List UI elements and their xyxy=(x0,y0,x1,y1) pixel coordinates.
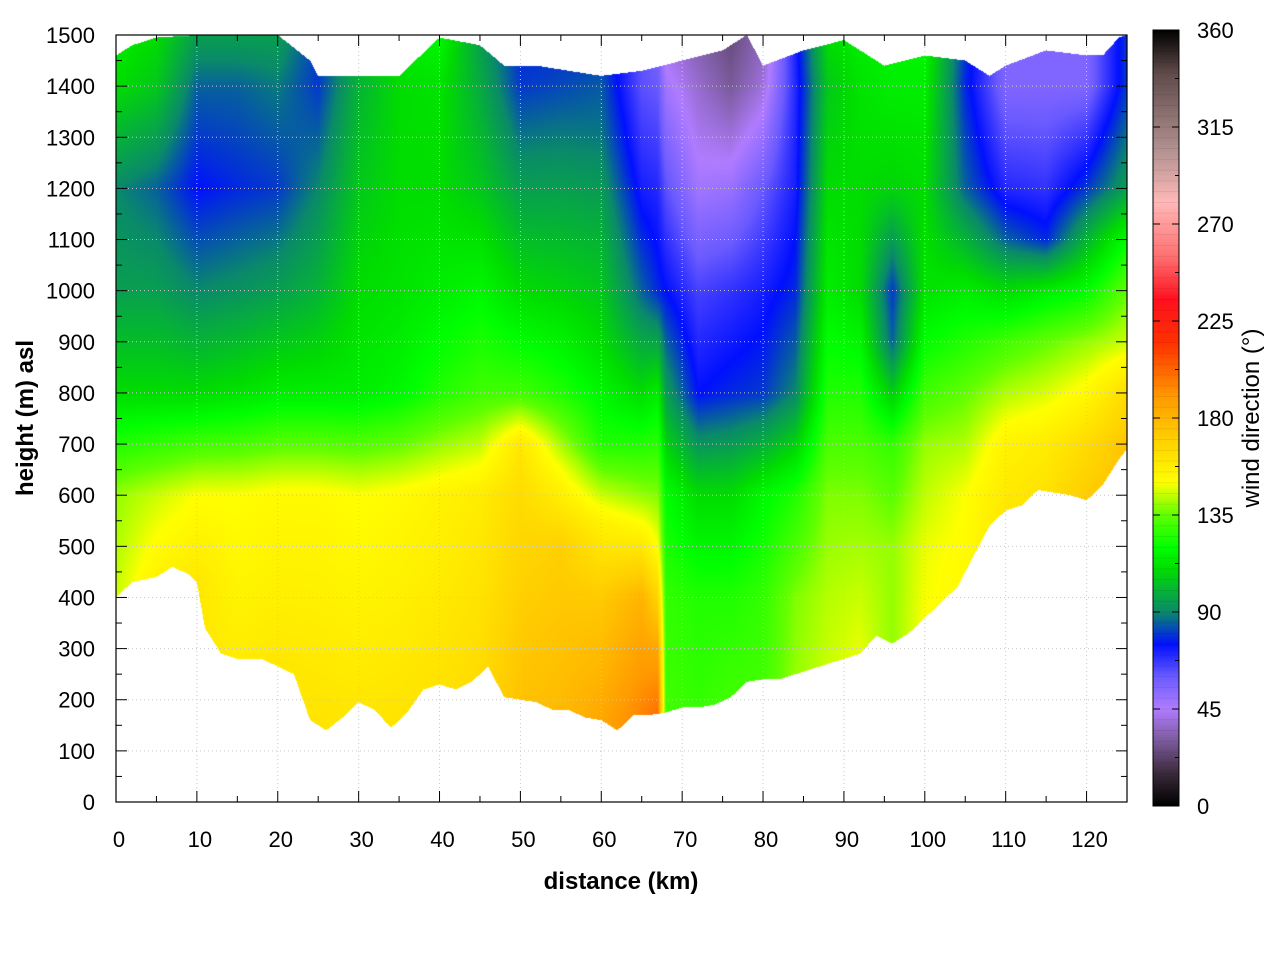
y-tick-label: 0 xyxy=(83,790,95,815)
y-tick-label: 600 xyxy=(58,483,95,508)
x-axis: 0 10 20 30 40 50 60 70 80 90 100 110 120 xyxy=(113,35,1108,852)
x-tick-label: 100 xyxy=(909,827,946,852)
x-axis-title: distance (km) xyxy=(544,868,699,895)
y-tick-label: 1100 xyxy=(48,228,95,253)
x-tick-label: 40 xyxy=(430,827,454,852)
x-tick-label: 120 xyxy=(1071,827,1108,852)
y-tick-label: 1300 xyxy=(46,125,95,150)
x-tick-label: 30 xyxy=(349,827,373,852)
x-tick-label: 10 xyxy=(188,827,212,852)
y-tick-label: 300 xyxy=(58,637,95,662)
colorbar-tick-label: 225 xyxy=(1197,309,1234,334)
colorbar-tick-label: 270 xyxy=(1197,212,1234,237)
wind-direction-raster xyxy=(116,35,1127,802)
y-tick-label: 1500 xyxy=(46,23,95,48)
y-tick-label: 1000 xyxy=(46,279,95,304)
grid xyxy=(116,35,1127,802)
colorbar-tick-label: 90 xyxy=(1197,600,1221,625)
wind-direction-field xyxy=(116,35,1127,802)
x-tick-label: 90 xyxy=(835,827,859,852)
y-tick-label: 900 xyxy=(58,330,95,355)
colorbar-tick-label: 315 xyxy=(1197,115,1234,140)
y-tick-label: 400 xyxy=(58,585,95,610)
colorbar: 0 45 90 135 180 225 270 315 360 xyxy=(1152,18,1234,819)
y-tick-label: 500 xyxy=(58,534,95,559)
colorbar-tick-label: 180 xyxy=(1197,406,1234,431)
y-tick-label: 800 xyxy=(58,381,95,406)
x-tick-label: 110 xyxy=(991,827,1026,852)
x-tick-label: 70 xyxy=(673,827,697,852)
x-tick-label: 0 xyxy=(113,827,125,852)
colorbar-tick-label: 45 xyxy=(1197,697,1221,722)
y-tick-label: 1200 xyxy=(46,176,95,201)
x-tick-label: 50 xyxy=(511,827,535,852)
y-tick-label: 1400 xyxy=(46,74,95,99)
colorbar-tick-label: 135 xyxy=(1197,503,1234,528)
y-axis-title: height (m) asl xyxy=(12,340,39,496)
colorbar-tick-label: 0 xyxy=(1197,794,1209,819)
y-tick-label: 700 xyxy=(58,432,95,457)
x-tick-label: 20 xyxy=(269,827,293,852)
y-tick-label: 200 xyxy=(58,688,95,713)
y-axis: 0 100 200 300 400 500 600 700 800 900 1000 1100 1200… xyxy=(46,23,1127,815)
x-tick-label: 60 xyxy=(592,827,616,852)
colorbar-tick-label: 360 xyxy=(1197,18,1234,43)
x-tick-label: 80 xyxy=(754,827,778,852)
colorbar-title: wind direction (°) xyxy=(1238,329,1265,509)
y-tick-label: 100 xyxy=(58,739,95,764)
